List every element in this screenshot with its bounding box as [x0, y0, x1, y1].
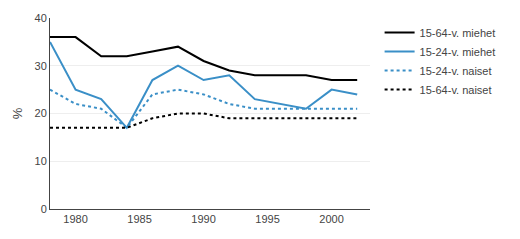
svg-text:1990: 1990	[191, 213, 215, 225]
svg-text:2000: 2000	[319, 213, 343, 225]
svg-text:30: 30	[35, 60, 47, 72]
svg-text:10: 10	[35, 155, 47, 167]
svg-text:20: 20	[35, 107, 47, 119]
svg-text:40: 40	[35, 12, 47, 24]
svg-text:%: %	[10, 107, 25, 119]
svg-text:15-24-v. miehet: 15-24-v. miehet	[420, 46, 496, 58]
svg-text:0: 0	[41, 203, 47, 215]
svg-text:15-64-v. miehet: 15-64-v. miehet	[420, 27, 496, 39]
svg-text:15-24-v. naiset: 15-24-v. naiset	[420, 65, 492, 77]
svg-text:1980: 1980	[63, 213, 87, 225]
svg-text:15-64-v. naiset: 15-64-v. naiset	[420, 84, 492, 96]
svg-text:1995: 1995	[255, 213, 279, 225]
svg-text:1985: 1985	[127, 213, 151, 225]
